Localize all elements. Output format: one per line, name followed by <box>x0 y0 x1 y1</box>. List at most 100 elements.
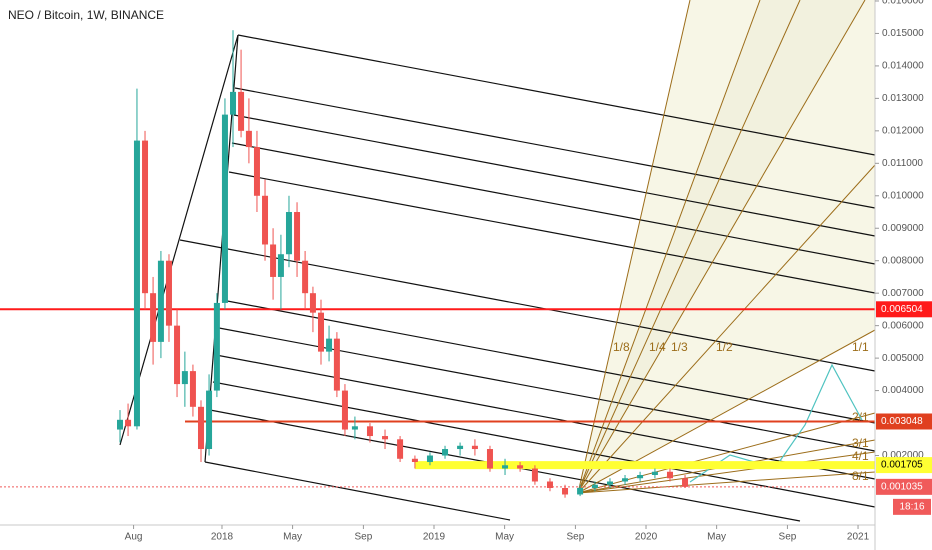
pitchfork-line <box>228 171 876 294</box>
candle-body <box>125 419 132 427</box>
y-tick-label: 0.006000 <box>882 320 924 331</box>
candle-body <box>157 260 164 342</box>
price-label-box <box>876 478 932 495</box>
candle-body <box>682 478 689 487</box>
y-tick-label: 0.012000 <box>882 125 924 136</box>
candle-body <box>397 439 404 459</box>
fan-label: 1/4 <box>649 340 666 354</box>
y-tick-label: 0.016000 <box>882 0 924 7</box>
x-tick-label: Aug <box>125 532 143 543</box>
pitchfork-line <box>212 381 876 508</box>
price-label: 0.006504 <box>881 304 923 315</box>
fan-label: 1/8 <box>613 340 630 354</box>
chart-title: NEO / Bitcoin, 1W, BINANCE <box>8 8 164 22</box>
countdown: 18:16 <box>899 501 924 512</box>
candle-body <box>382 436 389 440</box>
y-tick-label: 0.004000 <box>882 385 924 396</box>
x-tick-label: May <box>707 532 726 543</box>
fan-label: 4/1 <box>852 449 869 463</box>
candle-body <box>351 426 358 430</box>
candle-body <box>309 293 316 313</box>
price-label-box <box>876 413 932 430</box>
candle-body <box>181 371 188 385</box>
y-tick-label: 0.009000 <box>882 223 924 234</box>
candle-body <box>294 212 301 261</box>
pitchfork-line <box>215 354 876 480</box>
fan-line <box>577 0 801 494</box>
candle-body <box>637 475 644 479</box>
candle-body <box>591 484 598 488</box>
candle-body <box>577 487 584 495</box>
pitchfork-line <box>233 114 876 237</box>
price-label: 0.001035 <box>881 481 923 492</box>
y-tick-label: 0.010000 <box>882 190 924 201</box>
price-label-box <box>876 457 932 474</box>
x-tick-label: 2021 <box>847 532 870 543</box>
candle-body <box>517 465 524 469</box>
candle-body <box>285 212 292 255</box>
fan-label: 1/3 <box>671 340 688 354</box>
candle-body <box>165 260 172 326</box>
y-tick-label: 0.015000 <box>882 28 924 39</box>
price-label: 0.003048 <box>881 416 923 427</box>
pitchfork-line <box>234 87 876 209</box>
x-tick-label: 2020 <box>635 532 658 543</box>
candle-body <box>245 130 252 148</box>
candle-body <box>366 426 373 437</box>
x-tick-label: May <box>495 532 514 543</box>
candle-body <box>562 487 569 495</box>
candle-body <box>142 140 149 294</box>
candle-body <box>206 390 213 450</box>
candle-body <box>457 445 464 450</box>
candle-body <box>238 91 245 131</box>
price-label-box <box>876 301 932 318</box>
candle-body <box>197 406 204 450</box>
pitchfork-line <box>221 299 876 424</box>
x-tick-label: Sep <box>567 532 585 543</box>
candles <box>117 30 689 498</box>
projection-path <box>689 363 863 483</box>
fan-shade <box>578 0 875 493</box>
candle-body <box>531 468 538 482</box>
x-tick-label: 2019 <box>423 532 446 543</box>
pitchfork-line <box>204 461 511 521</box>
fan-label: 3/1 <box>852 436 869 450</box>
plot-area: 1/8 1/4 1/3 1/2 1/1 2/1 3/1 4/1 8/1 <box>119 0 876 522</box>
candle-body <box>213 302 220 391</box>
fan-label: 8/1 <box>852 469 869 483</box>
fan-line <box>577 451 876 494</box>
candle-body <box>426 455 433 463</box>
candle-body <box>189 371 196 407</box>
candle-body <box>666 471 673 479</box>
y-tick-label: 0.007000 <box>882 288 924 299</box>
y-tick-label: 0.013000 <box>882 93 924 104</box>
fan-line <box>577 471 876 494</box>
fan-line <box>577 0 761 494</box>
pitchfork-line <box>231 142 876 265</box>
fan-label: 1/1 <box>852 340 869 354</box>
countdown-box <box>893 498 931 515</box>
candle-body <box>317 312 324 352</box>
candle-body <box>270 244 277 277</box>
pitchfork <box>119 34 876 522</box>
fan-label: 1/2 <box>716 340 733 354</box>
y-tick-label: 0.002000 <box>882 450 924 461</box>
candle-body <box>606 481 613 485</box>
candle-body <box>486 449 493 469</box>
candle-body <box>221 114 228 303</box>
fan-line <box>577 164 876 494</box>
candle-body <box>277 254 284 277</box>
candle-body <box>302 260 309 294</box>
candle-body <box>411 458 418 463</box>
axes: 0.002000 0.004000 0.005000 0.006000 0.007000… <box>125 0 932 543</box>
y-tick-label: 0.005000 <box>882 353 924 364</box>
candle-body <box>471 445 478 450</box>
y-tick-label: 0.014000 <box>882 61 924 72</box>
fan-line <box>577 0 866 494</box>
x-tick-label: 2018 <box>211 532 234 543</box>
price-label: 0.001705 <box>881 460 923 471</box>
candle-body <box>174 325 181 385</box>
x-tick-label: Sep <box>355 532 373 543</box>
candle-body <box>150 293 157 342</box>
candle-body <box>262 195 269 245</box>
